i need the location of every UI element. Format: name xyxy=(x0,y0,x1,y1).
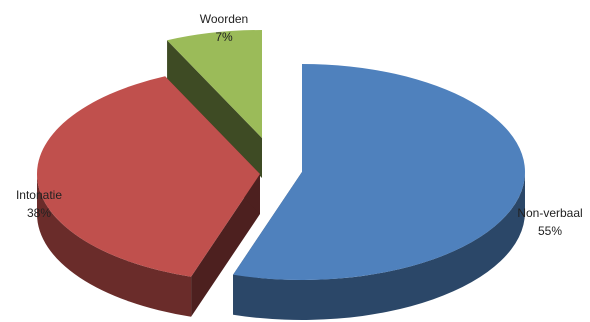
slice-name-woorden: Woorden xyxy=(199,12,249,26)
slice-percent-intonatie: 38% xyxy=(26,206,52,220)
slice-label-intonatie: Intonatie 38% xyxy=(4,186,74,222)
pie-slice-wall-intonatie-0 xyxy=(191,174,260,317)
pie-slice-intonatie xyxy=(36,76,260,317)
slice-name-nonverbaal: Non-verbaal xyxy=(517,206,583,220)
pie-slice-side-nonverbaal-0 xyxy=(233,172,525,320)
slice-percent-woorden: 7% xyxy=(215,30,233,44)
pie-slice-side-intonatie-0 xyxy=(37,174,192,317)
slice-percent-nonverbaal: 55% xyxy=(537,224,563,238)
pie-slice-top-nonverbaal xyxy=(233,64,525,280)
slice-name-intonatie: Intonatie xyxy=(15,188,63,202)
slice-label-woorden: Woorden 7% xyxy=(184,10,264,46)
pie-slice-top-intonatie xyxy=(36,76,260,277)
pie-slice-nonverbaal xyxy=(233,64,525,320)
pie-slice-top-woorden xyxy=(167,30,262,138)
slice-label-nonverbaal: Non-verbaal 55% xyxy=(510,204,590,240)
pie-slice-wall-woorden-0 xyxy=(167,40,262,178)
pie-slice-woorden xyxy=(167,30,262,178)
